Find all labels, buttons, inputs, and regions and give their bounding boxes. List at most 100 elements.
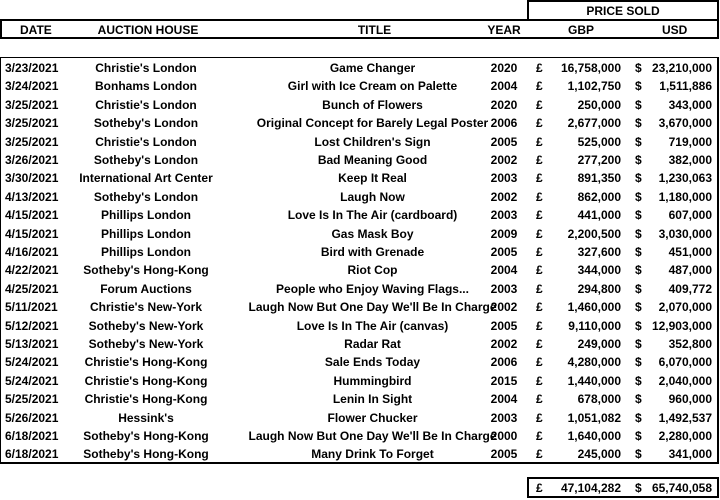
- dollar-sign: $: [635, 410, 642, 425]
- gbp-cell: 525,000: [577, 134, 621, 149]
- dollar-sign: $: [635, 392, 642, 407]
- dollar-sign: $: [635, 447, 642, 462]
- title-cell: Lost Children's Sign: [314, 134, 431, 149]
- table-row: 5/13/2021 Sotheby's New-York Radar Rat 2002…: [0, 335, 720, 353]
- title-cell: Riot Cop: [347, 263, 398, 278]
- auction-house-cell: Sotheby's New-York: [88, 318, 204, 333]
- pound-sign: £: [536, 410, 543, 425]
- gbp-cell: 1,102,750: [567, 79, 621, 94]
- gbp-cell: 1,460,000: [567, 300, 621, 315]
- auction-house-cell: Phillips London: [101, 245, 191, 259]
- auction-house-cell: Christie's New-York: [90, 300, 202, 315]
- pound-sign: £: [536, 447, 543, 462]
- title-cell: Bunch of Flowers: [322, 97, 423, 112]
- usd-cell: 1,230,063: [658, 171, 712, 186]
- title-cell: Love Is In The Air (cardboard): [287, 208, 458, 223]
- date-cell: 4/13/2021: [5, 189, 59, 204]
- header-auction-house: AUCTION HOUSE: [97, 23, 199, 37]
- date-cell: 3/30/2021: [5, 171, 59, 186]
- date-cell: 4/15/2021: [5, 226, 59, 241]
- date-cell: 5/24/2021: [5, 373, 59, 388]
- usd-cell: 960,000: [668, 392, 712, 407]
- pound-sign: £: [536, 116, 543, 131]
- dollar-sign: $: [635, 61, 642, 75]
- dollar-sign: $: [635, 263, 642, 278]
- usd-cell: 12,903,000: [651, 318, 712, 333]
- gbp-cell: 277,200: [577, 153, 621, 167]
- title-cell: Girl with Ice Cream on Palette: [287, 79, 458, 94]
- pound-sign: £: [536, 208, 543, 223]
- date-cell: 3/23/2021: [5, 61, 59, 75]
- dollar-sign: $: [635, 208, 642, 223]
- gbp-cell: 1,051,082: [567, 410, 621, 425]
- dollar-sign: $: [635, 355, 642, 370]
- auction-house-cell: Forum Auctions: [100, 281, 192, 296]
- pound-sign: £: [536, 337, 543, 351]
- gbp-cell: 1,640,000: [567, 429, 621, 443]
- usd-cell: 343,000: [668, 97, 712, 112]
- dollar-sign: $: [635, 97, 642, 112]
- title-cell: Laugh Now: [340, 189, 405, 204]
- pound-sign: £: [536, 226, 543, 241]
- data-table-box: [0, 57, 719, 464]
- table-row: 3/25/2021 Christie's London Lost Children'…: [0, 133, 720, 151]
- table-row: 3/30/2021 International Art Center Keep It…: [0, 169, 720, 187]
- year-cell: 2005: [490, 134, 518, 149]
- pound-sign: £: [536, 245, 543, 259]
- year-cell: 2004: [490, 392, 518, 407]
- pound-sign: £: [536, 429, 543, 443]
- pound-sign: £: [536, 392, 543, 407]
- gbp-cell: 4,280,000: [567, 355, 621, 370]
- table-row: 3/26/2021 Sotheby's London Bad Meaning Goo…: [0, 151, 720, 169]
- auction-house-cell: Hessink's: [118, 410, 174, 425]
- date-cell: 3/25/2021: [5, 97, 59, 112]
- auction-house-cell: Christie's London: [95, 134, 197, 149]
- title-cell: Love Is In The Air (canvas): [296, 318, 449, 333]
- gbp-cell: 678,000: [577, 392, 621, 407]
- gbp-cell: 249,000: [577, 337, 621, 351]
- usd-cell: 451,000: [668, 245, 712, 259]
- year-cell: 2003: [490, 410, 518, 425]
- total-usd: 65,740,058: [651, 481, 712, 495]
- usd-cell: 2,070,000: [658, 300, 712, 315]
- date-cell: 3/25/2021: [5, 116, 59, 131]
- date-cell: 5/12/2021: [5, 318, 59, 333]
- auction-house-cell: Phillips London: [101, 226, 191, 241]
- totals-box: £ 47,104,282 $ 65,740,058: [527, 477, 719, 498]
- usd-cell: 2,280,000: [658, 429, 712, 443]
- table-row: 4/13/2021 Sotheby's London Laugh Now 2002 £8…: [0, 188, 720, 206]
- auction-house-cell: Sotheby's New-York: [88, 337, 204, 351]
- usd-cell: 1,492,537: [658, 410, 712, 425]
- auction-house-cell: Christie's London: [95, 97, 197, 112]
- gbp-cell: 891,350: [577, 171, 621, 186]
- gbp-cell: 2,677,000: [567, 116, 621, 131]
- date-cell: 3/24/2021: [5, 79, 59, 94]
- total-dollar-sign: $: [635, 481, 642, 495]
- auction-house-cell: Sotheby's London: [93, 189, 199, 204]
- year-cell: 2005: [490, 245, 518, 259]
- auction-house-cell: Sotheby's Hong-Kong: [83, 263, 209, 278]
- year-cell: 2020: [490, 97, 518, 112]
- pound-sign: £: [536, 318, 543, 333]
- date-cell: 5/25/2021: [5, 392, 59, 407]
- year-cell: 2000: [490, 429, 518, 443]
- usd-cell: 487,000: [668, 263, 712, 278]
- usd-cell: 3,030,000: [658, 226, 712, 241]
- year-cell: 2004: [490, 263, 518, 278]
- table-row: 6/18/2021 Sotheby's Hong-Kong Laugh Now Bu…: [0, 427, 720, 445]
- header-usd: USD: [662, 23, 688, 37]
- year-cell: 2003: [490, 281, 518, 296]
- column-header-row: DATE AUCTION HOUSE TITLE YEAR GBP USD: [0, 19, 719, 39]
- date-cell: 5/26/2021: [5, 410, 59, 425]
- title-cell: Laugh Now But One Day We'll Be In Charge: [248, 300, 497, 315]
- table-row: 4/15/2021 Phillips London Love Is In The A…: [0, 206, 720, 224]
- auction-house-cell: International Art Center: [79, 171, 213, 186]
- title-cell: Hummingbird: [333, 373, 412, 388]
- gbp-cell: 344,000: [577, 263, 621, 278]
- pound-sign: £: [536, 189, 543, 204]
- dollar-sign: $: [635, 281, 642, 296]
- dollar-sign: $: [635, 318, 642, 333]
- dollar-sign: $: [635, 226, 642, 241]
- pound-sign: £: [536, 263, 543, 278]
- gbp-cell: 16,758,000: [560, 61, 621, 75]
